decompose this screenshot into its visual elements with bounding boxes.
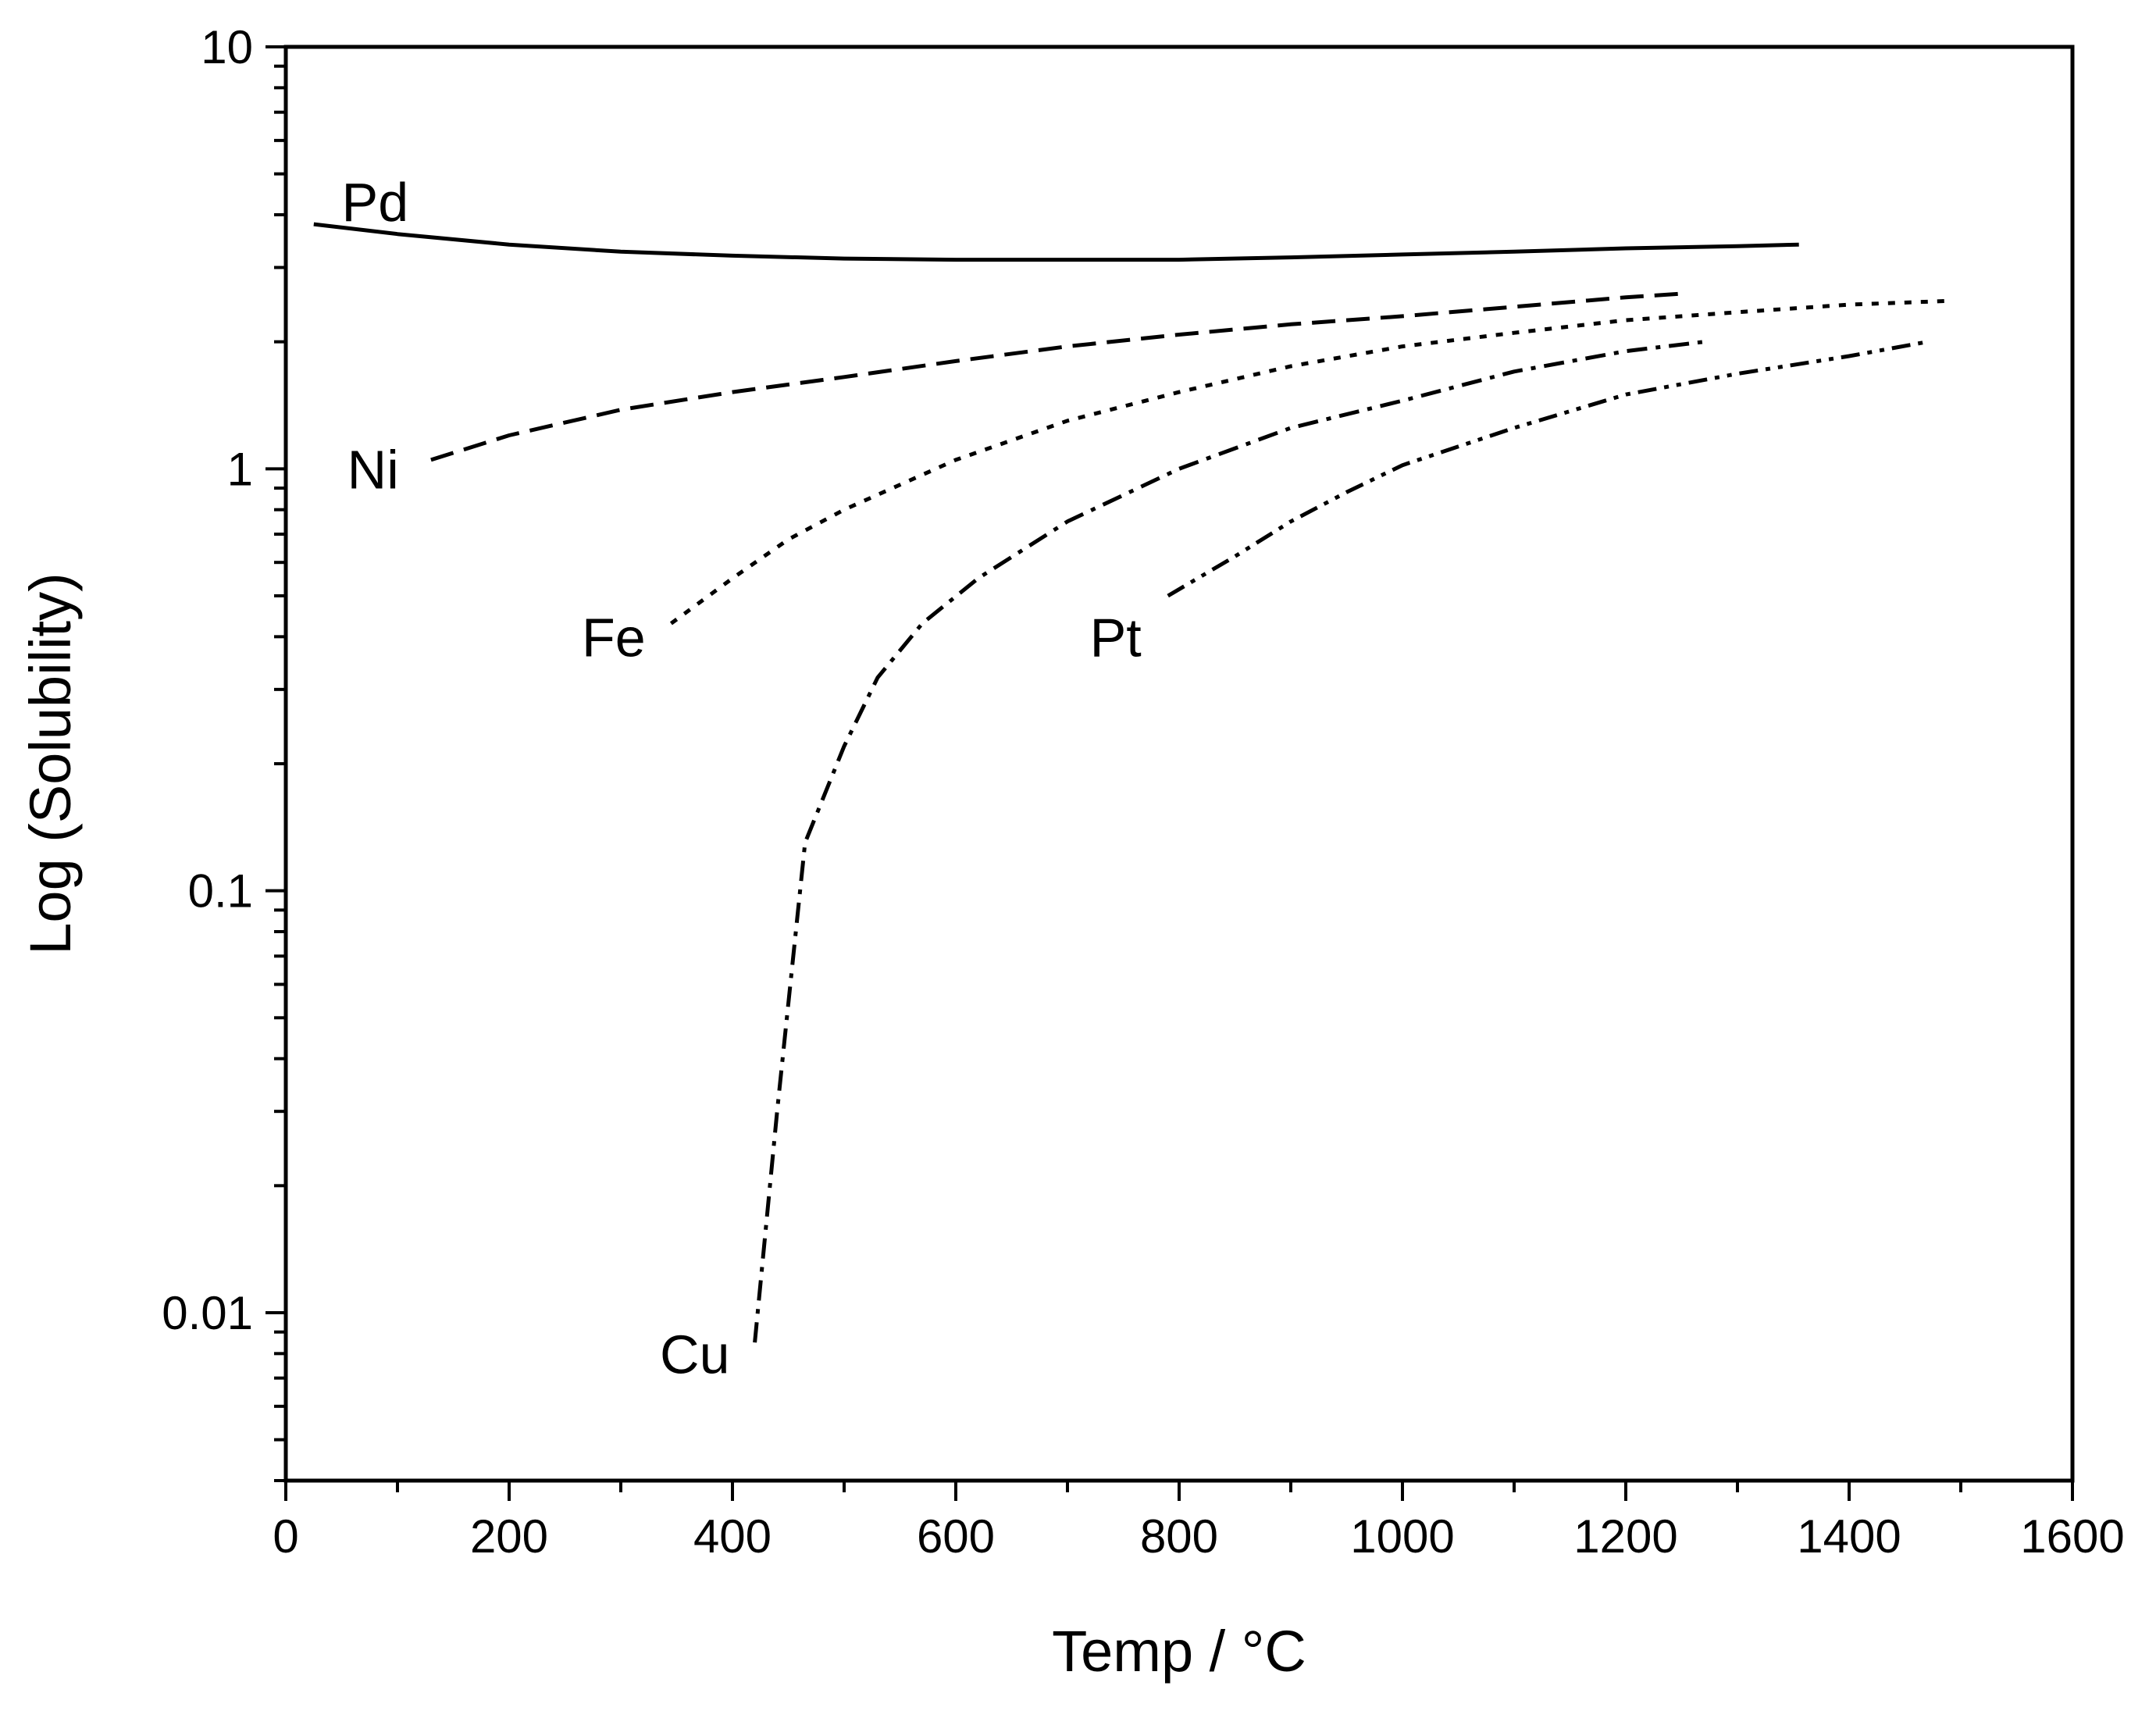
x-tick-label: 1000: [1350, 1510, 1454, 1563]
series-label-cu: Cu: [660, 1324, 729, 1385]
x-tick-label: 1200: [1573, 1510, 1677, 1563]
series-line-pd: [313, 222, 1799, 262]
series-line-fe: [669, 298, 1950, 626]
series-group: [313, 222, 1950, 1343]
series-label-ni: Ni: [347, 439, 399, 500]
series-label-pt: Pt: [1090, 607, 1142, 668]
series-labels: Pd Ni Fe Cu Pt: [342, 172, 1142, 1385]
x-tick-label: 600: [917, 1510, 995, 1563]
axes: 0 200 400 600 800 1000 1200 1400 1600 0.01 0.1 1 10: [162, 21, 2125, 1563]
series-line-pt: [1167, 340, 1928, 598]
x-tick-label: 1600: [2020, 1510, 2124, 1563]
y-tick-label: 0.01: [162, 1287, 253, 1339]
y-tick-label: 1: [227, 443, 253, 495]
x-tick-label: 1400: [1797, 1510, 1901, 1563]
plot-frame: [283, 45, 2075, 1483]
series-line-cu: [753, 340, 1705, 1343]
y-axis-title: Log (Solubility): [18, 572, 83, 954]
x-axis-title: Temp / °C: [1052, 1619, 1306, 1684]
x-tick-label: 800: [1140, 1510, 1218, 1563]
x-tick-label: 400: [693, 1510, 772, 1563]
y-tick-label: 0.1: [188, 865, 253, 918]
series-label-pd: Pd: [342, 172, 409, 233]
x-tick-label: 0: [273, 1510, 298, 1563]
series-label-fe: Fe: [582, 607, 646, 668]
y-tick-label: 10: [201, 21, 253, 73]
x-tick-label: 200: [470, 1510, 548, 1563]
